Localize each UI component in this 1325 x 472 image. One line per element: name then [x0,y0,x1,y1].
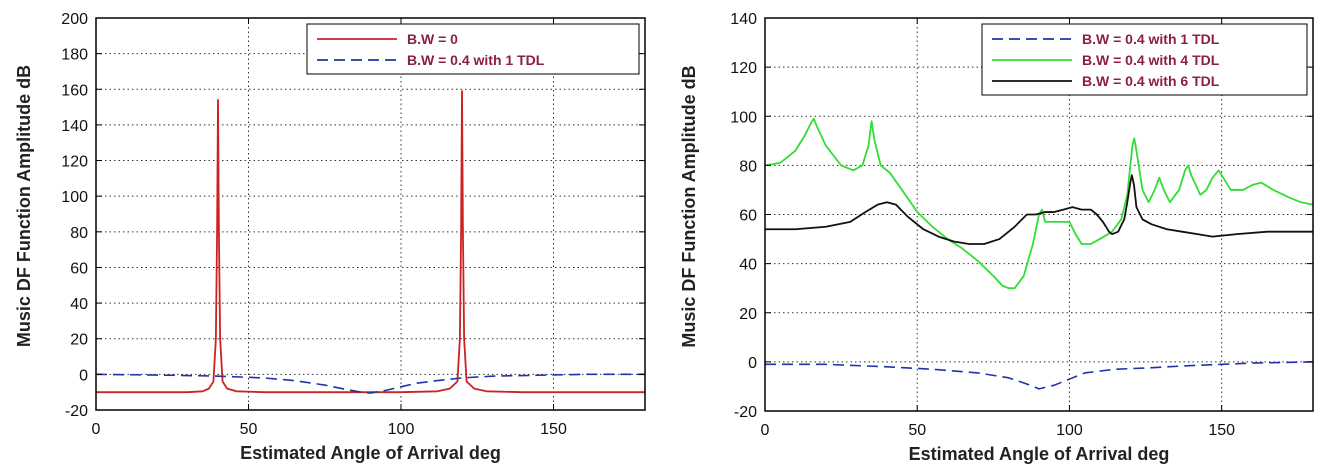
series-line-3 [765,174,1313,245]
x-tick-label: 100 [1056,422,1083,439]
legend-label: B.W = 0.4 with 4 TDL [1082,52,1220,68]
y-tick-label: 0 [748,355,757,372]
y-tick-label: 160 [61,82,88,99]
y-tick-label: 200 [61,11,88,28]
x-tick-label: 150 [540,421,567,438]
x-tick-label: 100 [388,421,415,438]
legend: B.W = 0 B.W = 0.4 with 1 TDL [306,23,640,75]
series-line-2 [765,117,1313,290]
x-tick-label: 150 [1208,422,1235,439]
y-tick-label: 120 [730,60,757,77]
series-line-1 [765,361,1313,390]
y-tick-label: 20 [70,332,88,349]
y-tick-label: 20 [739,306,757,323]
legend-box [306,23,640,75]
series-line-2 [96,373,645,394]
legend: B.W = 0.4 with 1 TDL B.W = 0.4 with 4 TDL… [981,23,1308,96]
right-chart: 0 50 100 150-20020406080100120140Estimated … [679,11,1314,464]
y-tick-label: 140 [730,11,757,28]
y-tick-label: 60 [739,208,757,225]
x-tick-label: 50 [908,422,926,439]
legend-label: B.W = 0 [407,31,458,47]
x-tick-label: 50 [240,421,258,438]
y-tick-label: -20 [734,404,757,421]
series-group [96,90,645,394]
y-tick-label: 80 [70,225,88,242]
y-tick-label: 100 [730,109,757,126]
x-tick-label: 0 [92,421,101,438]
plot-area [96,18,645,410]
y-tick-label: 120 [61,154,88,171]
y-tick-label: 180 [61,47,88,64]
x-axis-label: Estimated Angle of Arrival deg [240,443,501,463]
x-axis-label: Estimated Angle of Arrival deg [909,444,1170,464]
series-line-1 [96,90,645,394]
y-tick-label: 60 [70,260,88,277]
series-group [765,117,1313,390]
y-tick-label: 140 [61,118,88,135]
y-tick-label: 0 [79,367,88,384]
y-tick-label: 40 [70,296,88,313]
y-axis-label: Music DF Function Amplitude dB [679,65,699,347]
x-tick-label: 0 [761,422,770,439]
legend-label: B.W = 0.4 with 1 TDL [1082,31,1220,47]
left-chart: 0 50 100 150-20020406080100120140160180200E… [14,11,646,463]
legend-label: B.W = 0.4 with 6 TDL [1082,73,1220,89]
y-tick-label: -20 [65,403,88,420]
y-tick-label: 100 [61,189,88,206]
y-tick-label: 80 [739,158,757,175]
axes-frame [95,17,646,411]
legend-label: B.W = 0.4 with 1 TDL [407,52,545,68]
y-tick-label: 40 [739,257,757,274]
y-axis-label: Music DF Function Amplitude dB [14,65,34,347]
